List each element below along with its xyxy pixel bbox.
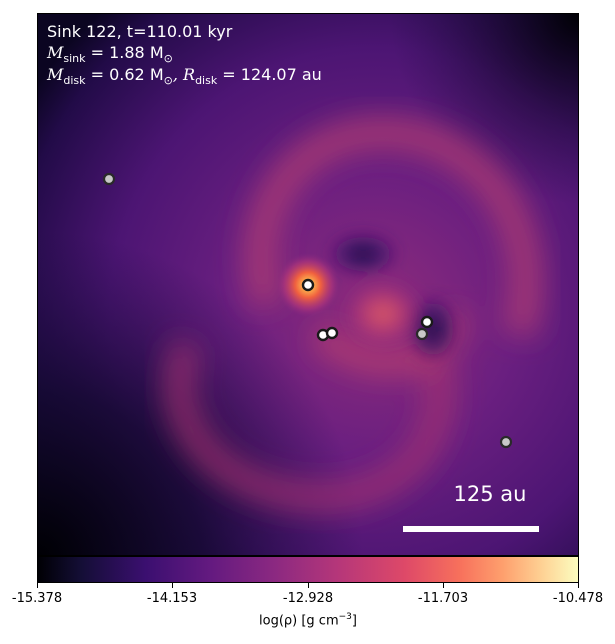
colorbar-tick bbox=[443, 583, 444, 588]
sink-particle-dim bbox=[499, 435, 513, 449]
sink-particle-bright bbox=[325, 326, 339, 340]
disk-radius-symbol: , R bbox=[172, 65, 196, 84]
sink-title: Sink 122, t=110.01 kyr bbox=[47, 22, 232, 42]
colorbar-tick-label: -10.478 bbox=[552, 591, 604, 606]
sink-particle-bright bbox=[301, 278, 315, 292]
disk-mass-subscript: disk bbox=[63, 74, 86, 88]
colorbar-axis-label: log(ρ) [g cm−3] bbox=[259, 612, 357, 628]
dense-structures bbox=[327, 232, 459, 363]
disk-props: Mdisk = 0.62 M⊙, Rdisk = 124.07 au bbox=[47, 65, 322, 91]
colorbar-axis-label-exponent: −3 bbox=[338, 612, 352, 622]
sink-mass-subscript: sink bbox=[63, 52, 86, 66]
colorbar-tick bbox=[172, 583, 173, 588]
colorbar-tick-label: -11.703 bbox=[417, 591, 469, 606]
disk-radius-value: = 124.07 au bbox=[217, 65, 322, 84]
sink-particle-bright bbox=[420, 315, 434, 329]
sun-symbol: ⊙ bbox=[163, 52, 173, 66]
low-density-void-upper bbox=[327, 232, 399, 276]
sink-particle-dim bbox=[102, 172, 116, 186]
colorbar-tick bbox=[37, 583, 38, 588]
disk-mass-value: = 0.62 M bbox=[85, 65, 164, 84]
colorbar-tick-label: -15.378 bbox=[11, 591, 63, 606]
central-overdensity bbox=[343, 280, 423, 348]
sink-title-text: Sink 122, t=110.01 kyr bbox=[47, 22, 233, 41]
scalebar-label: 125 au bbox=[453, 482, 527, 506]
colorbar-axis-label-end: ] bbox=[351, 613, 357, 629]
colorbar-tick-label: -12.928 bbox=[282, 591, 334, 606]
sink-mass: Msink = 1.88 M⊙ bbox=[47, 43, 173, 69]
colorbar bbox=[37, 556, 579, 583]
disk-mass-symbol: M bbox=[47, 65, 64, 84]
colorbar-tick-label: -14.153 bbox=[146, 591, 198, 606]
colorbar-tick bbox=[308, 583, 309, 588]
disk-radius-subscript: disk bbox=[195, 74, 218, 88]
sink-particle-dim bbox=[415, 327, 429, 341]
colorbar-axis-label-text: log(ρ) [g cm bbox=[259, 613, 339, 629]
scalebar-line bbox=[403, 526, 539, 532]
density-projection-image: Sink 122, t=110.01 kyr Msink = 1.88 M⊙ M… bbox=[37, 13, 579, 556]
sink-mass-symbol: M bbox=[47, 43, 64, 62]
colorbar-tick bbox=[578, 583, 579, 588]
low-density-void-right bbox=[407, 295, 459, 363]
sink-mass-value: = 1.88 M bbox=[85, 43, 164, 62]
density-field-svg bbox=[38, 14, 578, 555]
sink-particles bbox=[102, 172, 513, 449]
sun-symbol: ⊙ bbox=[163, 74, 173, 88]
